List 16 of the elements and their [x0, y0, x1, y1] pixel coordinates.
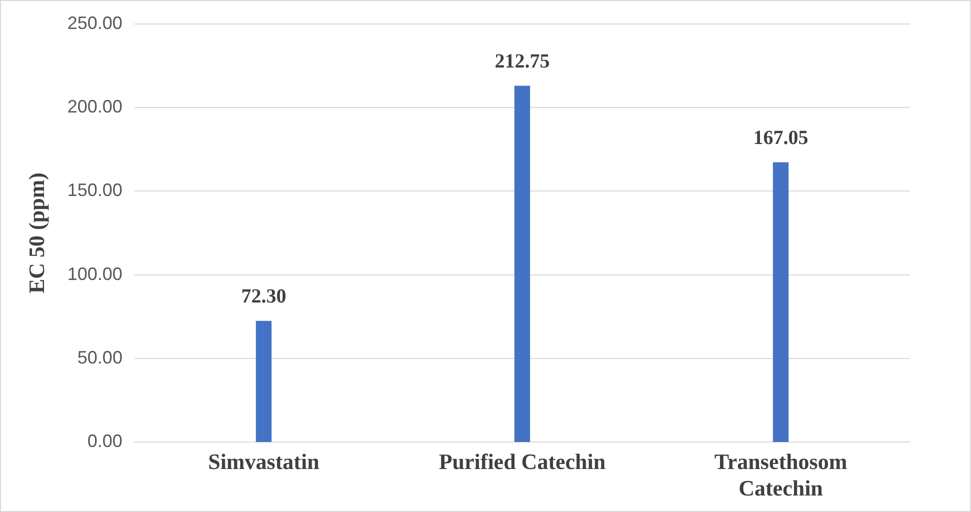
y-tick-label: 0.00	[87, 431, 122, 452]
y-tick-label: 150.00	[67, 180, 122, 200]
y-tick-label: 100.00	[67, 264, 122, 284]
data-label: 72.30	[241, 285, 286, 308]
x-tick-label: Simvastatin	[208, 449, 320, 474]
y-axis-title: EC 50 (ppm)	[24, 172, 49, 294]
y-tick-label: 250.00	[67, 12, 122, 33]
y-tick-label: 50.00	[77, 347, 122, 368]
bar	[256, 320, 272, 442]
x-tick-label: Purified Catechin	[438, 449, 606, 474]
bar	[514, 86, 530, 442]
x-tick-label: Transethosom Catechin	[714, 449, 848, 500]
bar	[772, 162, 789, 442]
y-tick-label: 200.00	[67, 96, 122, 116]
data-label: 212.75	[494, 50, 550, 72]
data-label: 167.05	[753, 126, 808, 149]
